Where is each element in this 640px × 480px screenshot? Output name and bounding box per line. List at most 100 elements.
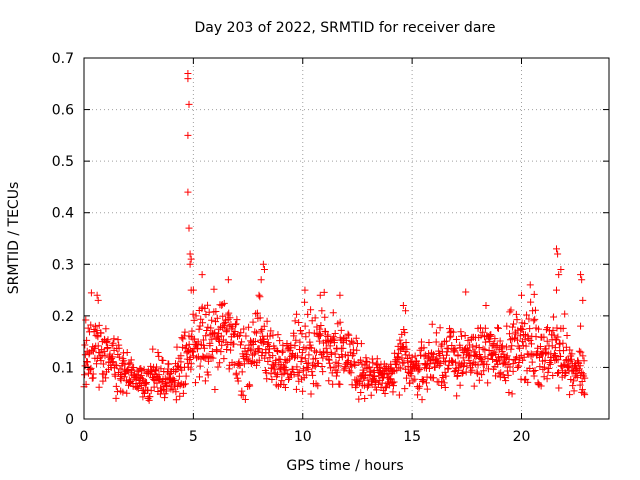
data-point: [120, 373, 128, 381]
data-point: [453, 392, 461, 400]
data-point: [311, 314, 319, 322]
data-point: [554, 369, 562, 377]
y-tick-label: 0: [65, 412, 74, 428]
data-point: [432, 338, 440, 346]
data-point: [309, 371, 317, 379]
data-point: [396, 336, 404, 344]
data-point: [146, 393, 154, 401]
data-point: [577, 348, 585, 356]
data-point: [109, 358, 117, 366]
data-point: [312, 354, 320, 362]
data-point: [260, 322, 268, 330]
data-point: [301, 298, 309, 306]
data-point: [515, 359, 523, 367]
data-point: [467, 368, 475, 376]
data-point: [522, 342, 530, 350]
data-point: [462, 288, 470, 296]
data-point: [570, 387, 578, 395]
data-point: [496, 337, 504, 345]
data-point: [416, 382, 424, 390]
data-point: [516, 332, 524, 340]
data-point: [524, 378, 532, 386]
data-point: [550, 313, 558, 321]
data-point: [419, 378, 427, 386]
data-point: [149, 345, 157, 353]
data-point: [420, 376, 428, 384]
data-point: [348, 352, 356, 360]
data-point: [531, 315, 539, 323]
data-point: [507, 306, 515, 314]
data-point: [167, 383, 175, 391]
data-point: [206, 342, 214, 350]
data-point: [440, 379, 448, 387]
data-point: [212, 318, 220, 326]
data-point: [99, 360, 107, 368]
data-point: [120, 357, 128, 365]
data-point: [290, 370, 298, 378]
data-point: [203, 326, 211, 334]
data-point: [516, 344, 524, 352]
data-point: [81, 351, 89, 359]
data-point: [580, 357, 588, 365]
data-point: [175, 372, 183, 380]
data-point: [503, 322, 511, 330]
data-point: [355, 395, 363, 403]
data-point: [194, 338, 202, 346]
data-point: [213, 314, 221, 322]
data-point: [561, 369, 569, 377]
data-point: [432, 329, 440, 337]
data-point: [171, 367, 179, 375]
data-point: [479, 328, 487, 336]
data-point: [353, 346, 361, 354]
data-point: [555, 369, 563, 377]
data-point: [276, 337, 284, 345]
data-point: [566, 391, 574, 399]
data-point: [82, 316, 90, 324]
data-point: [559, 339, 567, 347]
data-point: [551, 344, 559, 352]
data-point: [506, 330, 514, 338]
data-point: [308, 317, 316, 325]
data-point: [528, 358, 536, 366]
data-point: [316, 291, 324, 299]
data-point: [531, 366, 539, 374]
data-point: [179, 335, 187, 343]
data-point: [444, 345, 452, 353]
data-point: [291, 342, 299, 350]
chart-title: Day 203 of 2022, SRMTID for receiver dar…: [195, 20, 496, 36]
data-point: [451, 358, 459, 366]
data-point: [315, 330, 323, 338]
data-point: [314, 360, 322, 368]
data-point: [481, 346, 489, 354]
data-point: [530, 317, 538, 325]
data-point: [569, 382, 577, 390]
data-point: [304, 365, 312, 373]
data-point: [260, 335, 268, 343]
data-point: [204, 371, 212, 379]
data-point: [186, 260, 194, 268]
data-point: [344, 330, 352, 338]
data-point: [144, 386, 152, 394]
data-point: [123, 348, 131, 356]
data-point: [220, 299, 228, 307]
data-point: [579, 296, 587, 304]
data-point: [247, 337, 255, 345]
data-point: [324, 331, 332, 339]
data-point: [414, 391, 422, 399]
data-point: [165, 360, 173, 368]
data-point: [159, 357, 167, 365]
data-point: [239, 391, 247, 399]
data-point: [540, 363, 548, 371]
data-point: [458, 370, 466, 378]
data-point: [119, 388, 127, 396]
data-point: [314, 382, 322, 390]
data-point: [409, 377, 417, 385]
data-point: [278, 377, 286, 385]
data-point: [443, 351, 451, 359]
y-tick-label: 0.4: [52, 206, 74, 222]
data-point: [103, 337, 111, 345]
data-point: [478, 371, 486, 379]
data-point: [257, 327, 265, 335]
data-point: [529, 367, 537, 375]
